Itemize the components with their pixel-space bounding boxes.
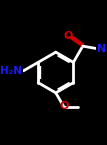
Text: N: N <box>97 44 106 54</box>
Text: H₂N: H₂N <box>0 66 22 76</box>
Text: O: O <box>63 31 73 41</box>
Text: O: O <box>60 101 69 111</box>
